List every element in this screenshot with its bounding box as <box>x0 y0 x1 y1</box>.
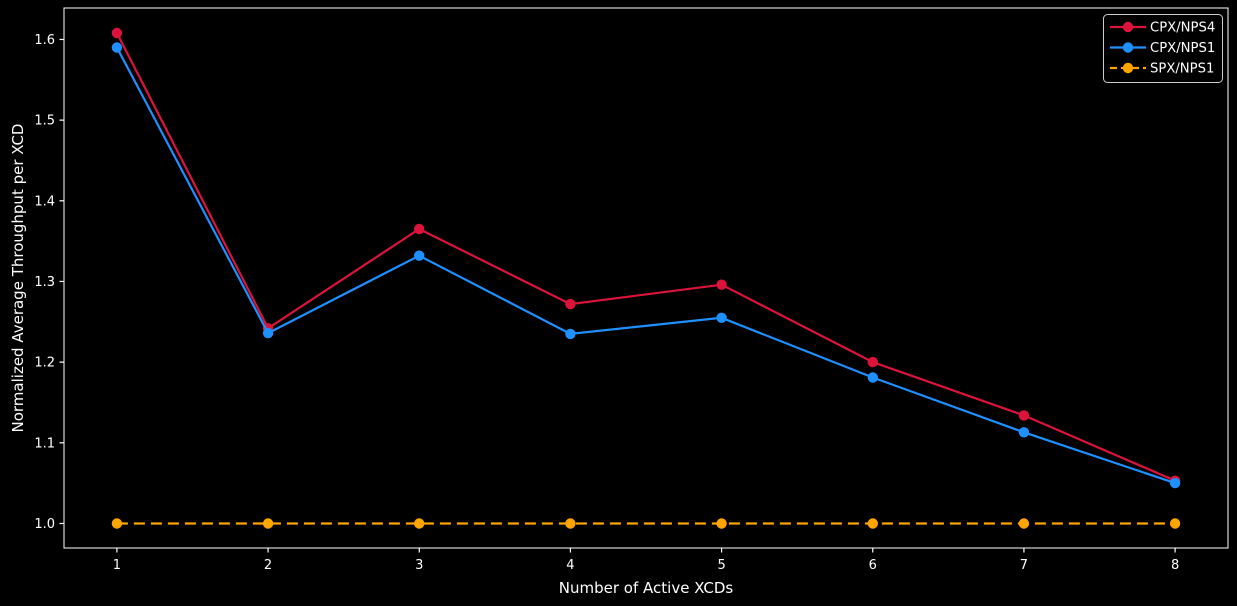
legend-entry-label: SPX/NPS1 <box>1150 62 1214 77</box>
series-marker-CPX-NPS4 <box>414 223 425 235</box>
series-line-CPX-NPS4 <box>115 32 1176 482</box>
y-tick-label: 1.0 <box>34 517 55 532</box>
series-marker-CPX-NPS1 <box>1018 427 1030 438</box>
series-marker-SPX-NPS1 <box>1169 518 1181 529</box>
x-tick-label: 1 <box>113 558 121 573</box>
series-marker-SPX-NPS1 <box>414 518 425 529</box>
series-marker-CPX-NPS4 <box>716 279 727 290</box>
series-marker-CPX-NPS4 <box>111 27 123 39</box>
series-marker-SPX-NPS1 <box>262 518 274 529</box>
legend-sample-marker <box>1122 21 1134 33</box>
legend-sample-marker <box>1122 42 1134 53</box>
series-marker-SPX-NPS1 <box>716 518 727 529</box>
series-marker-CPX-NPS1 <box>565 328 576 340</box>
legend-box <box>1103 14 1223 83</box>
legend-entry-label: CPX/NPS4 <box>1150 21 1215 36</box>
legend-sample-marker <box>1122 62 1134 74</box>
legend-entry-label: CPX/NPS1 <box>1150 41 1215 56</box>
x-tick-label: 4 <box>566 558 574 573</box>
y-tick-label: 1.4 <box>34 194 55 209</box>
series-marker-CPX-NPS4 <box>867 356 878 368</box>
y-tick-label: 1.3 <box>34 275 55 290</box>
plot-border <box>63 7 1229 549</box>
series-marker-CPX-NPS1 <box>111 42 123 53</box>
x-axis-label: Number of Active XCDs <box>558 579 734 597</box>
series-marker-SPX-NPS1 <box>1018 518 1030 529</box>
series-marker-CPX-NPS1 <box>867 372 878 383</box>
x-tick-label: 2 <box>264 558 272 573</box>
y-tick-label: 1.2 <box>34 356 55 371</box>
x-tick-label: 7 <box>1020 558 1028 573</box>
series-marker-CPX-NPS1 <box>716 312 727 323</box>
series-marker-CPX-NPS4 <box>1018 410 1030 421</box>
x-tick-label: 6 <box>869 558 877 573</box>
y-tick-label: 1.5 <box>34 114 55 129</box>
x-tick-label: 8 <box>1171 558 1179 573</box>
series-line-CPX-NPS1 <box>115 46 1176 485</box>
series-marker-SPX-NPS1 <box>111 518 123 529</box>
x-tick-label: 3 <box>415 558 423 573</box>
y-axis-label: Normalized Average Throughput per XCD <box>9 123 27 433</box>
series-marker-CPX-NPS1 <box>262 327 274 339</box>
series-marker-CPX-NPS4 <box>565 298 576 310</box>
series-marker-SPX-NPS1 <box>867 518 878 529</box>
y-tick-label: 1.1 <box>34 436 55 451</box>
series-marker-SPX-NPS1 <box>565 518 576 529</box>
y-tick-label: 1.6 <box>34 33 55 48</box>
x-tick-label: 5 <box>717 558 725 573</box>
series-marker-CPX-NPS1 <box>1169 477 1181 489</box>
series-marker-CPX-NPS1 <box>414 250 425 261</box>
